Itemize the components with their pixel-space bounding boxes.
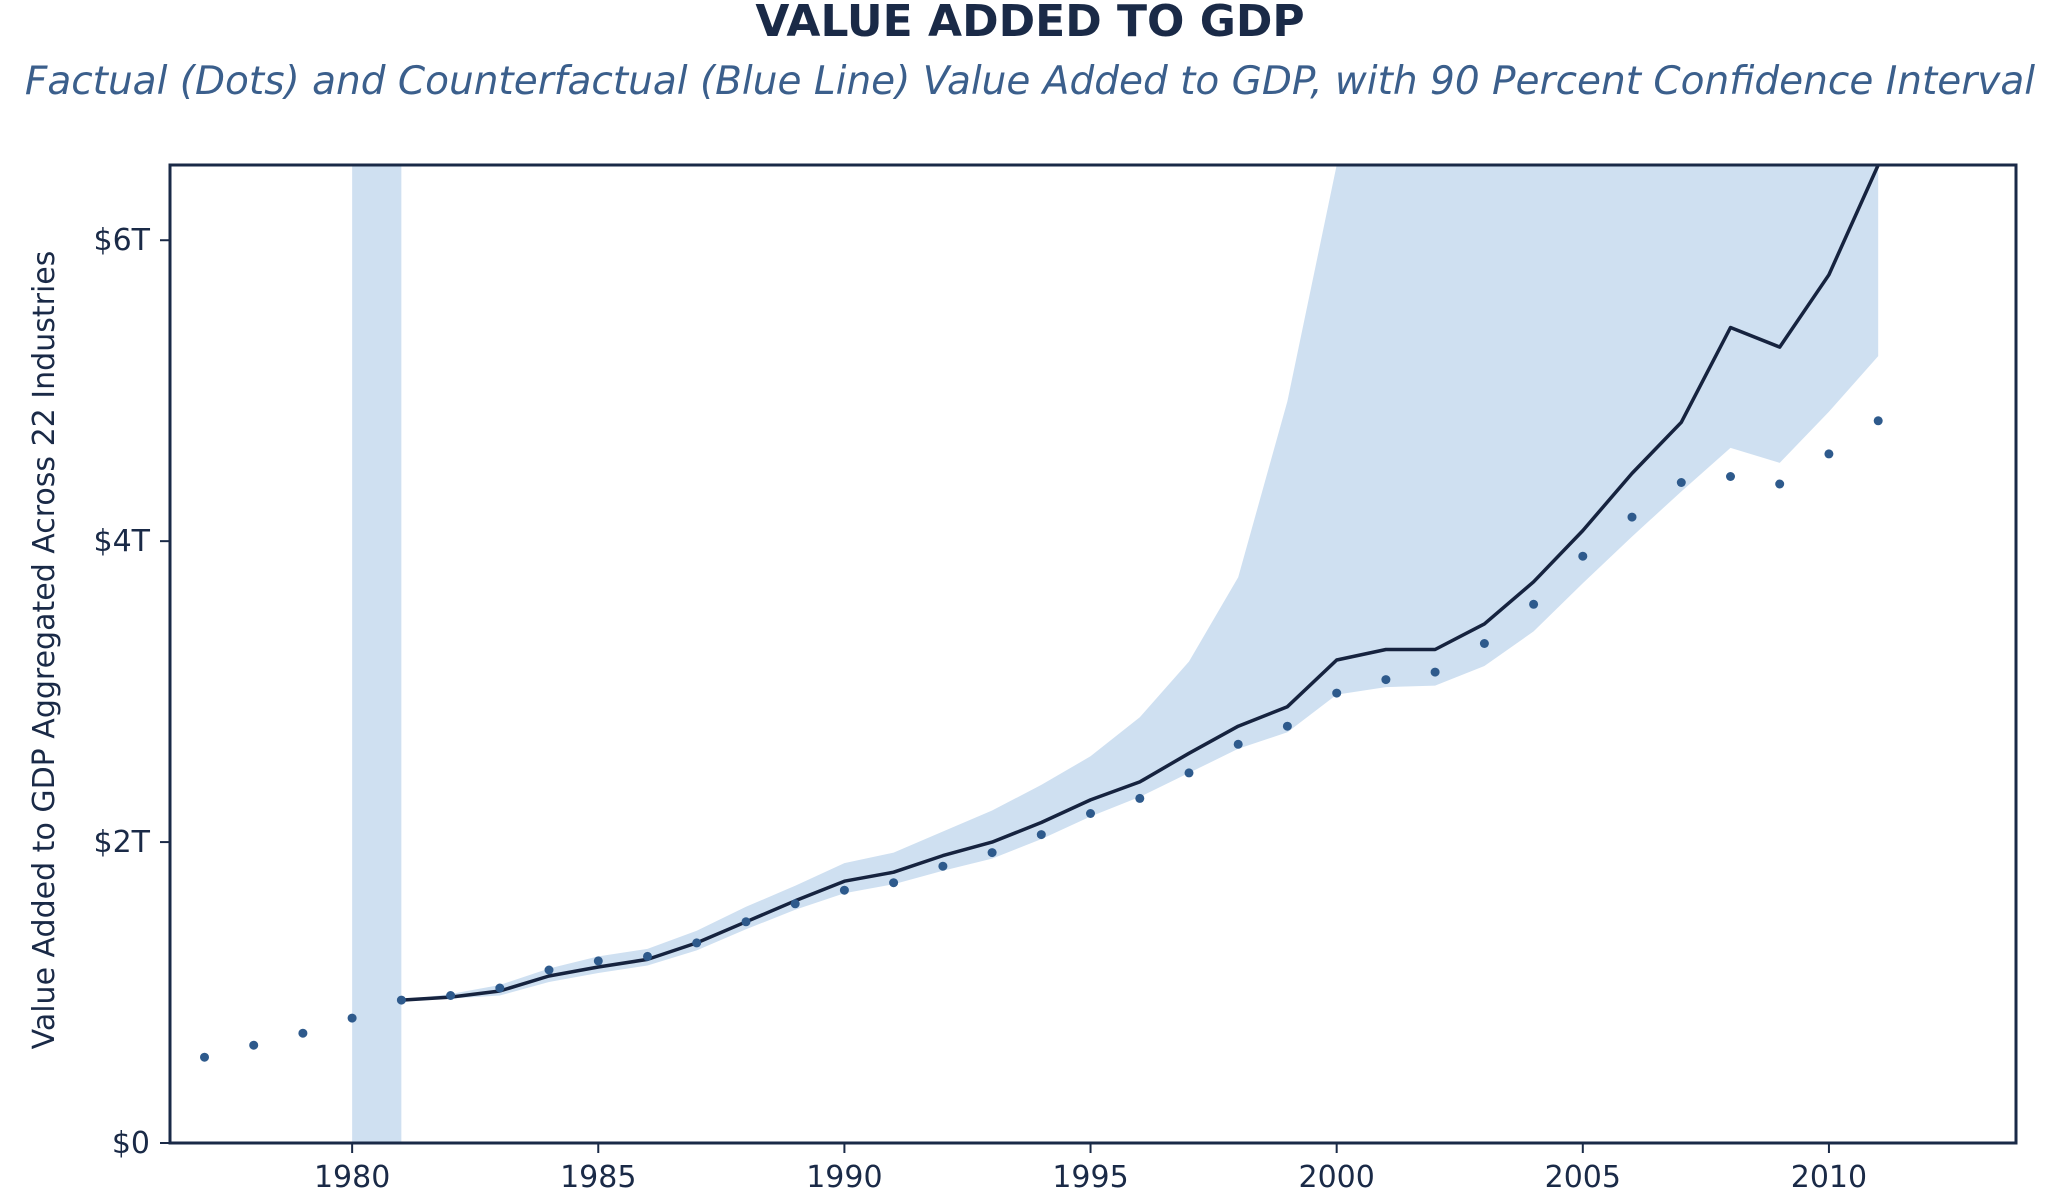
factual-dot	[1233, 739, 1243, 749]
y-axis-label: Value Added to GDP Aggregated Across 22 …	[27, 251, 62, 1050]
factual-dot	[1282, 721, 1292, 731]
x-tick-label: 1985	[560, 1160, 636, 1190]
factual-dot	[889, 878, 899, 888]
factual-dot	[1529, 599, 1539, 609]
factual-dot	[298, 1028, 308, 1038]
x-tick-label: 2000	[1298, 1160, 1374, 1190]
x-tick-label: 1990	[806, 1160, 882, 1190]
factual-dot	[741, 917, 751, 927]
chart-title: VALUE ADDED TO GDP	[755, 0, 1305, 47]
factual-dot	[1036, 830, 1046, 840]
x-tick-label: 1980	[314, 1160, 390, 1190]
plot-frame	[168, 163, 2018, 1145]
factual-dot	[1824, 449, 1834, 459]
factual-dot	[347, 1013, 357, 1023]
factual-dot	[643, 951, 652, 961]
factual-dot	[790, 899, 800, 909]
factual-dot	[1381, 675, 1391, 685]
x-tick-label: 2010	[1791, 1160, 1867, 1190]
factual-dot	[1676, 478, 1686, 487]
x-tick-label: 1995	[1052, 1160, 1128, 1190]
shaded-span	[352, 165, 402, 1143]
y-tick-label: $6T	[94, 223, 151, 258]
factual-dot	[1726, 472, 1735, 481]
factual-dot	[200, 1052, 209, 1062]
factual-dot	[1479, 639, 1489, 648]
factual-dot	[1775, 479, 1785, 489]
factual-dot	[1627, 512, 1637, 522]
factual-dot	[1184, 768, 1194, 778]
factual-dot	[396, 995, 406, 1005]
factual-dot	[1578, 551, 1588, 561]
plot-area	[200, 164, 1883, 1143]
confidence-band	[401, 165, 1879, 1001]
factual-dot	[987, 848, 997, 858]
factual-dot	[938, 861, 948, 871]
factual-dot	[544, 965, 554, 975]
factual-dot	[692, 938, 702, 948]
y-tick-label: $2T	[94, 825, 151, 860]
x-tick-label: 2005	[1545, 1160, 1621, 1190]
chart-subtitle: Factual (Dots) and Counterfactual (Blue …	[24, 59, 2036, 104]
factual-dot	[839, 885, 849, 895]
factual-dot	[249, 1040, 259, 1050]
factual-dot	[1332, 688, 1342, 698]
axes: 1980 1985 1990 1995 2000 2005 2010 $0 $2T $4T $6T	[94, 223, 1868, 1190]
factual-dot	[593, 956, 603, 966]
y-tick-label: $0	[112, 1126, 150, 1161]
factual-dot	[1135, 793, 1145, 803]
factual-dot	[1086, 809, 1095, 818]
factual-dot	[495, 983, 505, 993]
factual-dot	[1873, 416, 1883, 426]
factual-dot	[446, 991, 456, 1000]
y-tick-label: $4T	[94, 524, 151, 559]
factual-dot	[1430, 667, 1440, 677]
